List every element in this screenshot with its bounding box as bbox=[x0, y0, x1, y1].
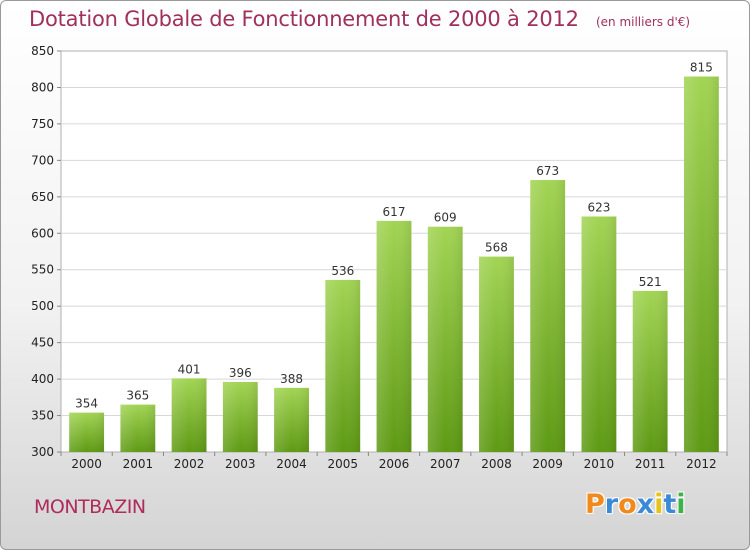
x-tick-label: 2011 bbox=[635, 457, 666, 471]
y-tick-label: 800 bbox=[31, 80, 54, 94]
bar-value-label: 609 bbox=[434, 211, 457, 225]
y-tick-label: 850 bbox=[31, 44, 54, 58]
logo-letter: o bbox=[618, 489, 637, 520]
bar-value-label: 815 bbox=[690, 61, 713, 75]
bars: 354 365 401 396 388 536 617 609 568 673 623 521 815 bbox=[69, 61, 719, 453]
bar-shade bbox=[479, 256, 514, 452]
x-tick-label: 2006 bbox=[379, 457, 410, 471]
y-tick-label: 300 bbox=[31, 445, 54, 459]
y-tick-label: 450 bbox=[31, 336, 54, 350]
x-tick-label: 2002 bbox=[174, 457, 205, 471]
bar-value-label: 617 bbox=[383, 205, 406, 219]
chart-title: Dotation Globale de Fonctionnement de 20… bbox=[29, 7, 579, 31]
y-tick-label: 700 bbox=[31, 153, 54, 167]
bar-shade bbox=[530, 180, 566, 453]
town-name: MONTBAZIN bbox=[34, 496, 146, 518]
bar-value-label: 673 bbox=[536, 164, 559, 178]
y-tick-label: 550 bbox=[31, 263, 54, 277]
bar-shade bbox=[171, 378, 207, 452]
bar-shade bbox=[376, 220, 412, 452]
bar-value-label: 396 bbox=[229, 366, 252, 380]
bar-value-label: 521 bbox=[639, 275, 662, 289]
x-tick-label: 2007 bbox=[430, 457, 461, 471]
title-row: Dotation Globale de Fonctionnement de 20… bbox=[29, 7, 690, 31]
bar-shade bbox=[325, 279, 361, 452]
bar-shade bbox=[427, 226, 463, 452]
x-tick-label: 2005 bbox=[327, 457, 358, 471]
logo-letter: i bbox=[676, 489, 686, 520]
x-tick-label: 2008 bbox=[481, 457, 512, 471]
y-tick-label: 650 bbox=[31, 190, 54, 204]
y-tick-label: 750 bbox=[31, 117, 54, 131]
x-tick-label: 2009 bbox=[532, 457, 563, 471]
proxiti-logo[interactable]: Proxiti bbox=[585, 489, 686, 520]
x-tick-label: 2003 bbox=[225, 457, 256, 471]
bar-value-label: 568 bbox=[485, 241, 508, 255]
bar-shade bbox=[120, 404, 156, 452]
bar-value-label: 623 bbox=[587, 201, 610, 215]
x-tick-label: 2010 bbox=[584, 457, 615, 471]
logo-letter: x bbox=[636, 489, 655, 520]
bar-value-label: 365 bbox=[126, 389, 149, 403]
x-tick-label: 2001 bbox=[123, 457, 154, 471]
y-tick-label: 400 bbox=[31, 372, 54, 386]
x-tick-label: 2004 bbox=[276, 457, 307, 471]
bar-shade bbox=[69, 412, 105, 452]
bar-shade bbox=[581, 216, 617, 452]
y-tick-label: 600 bbox=[31, 226, 54, 240]
x-tick-label: 2012 bbox=[686, 457, 717, 471]
bar-shade bbox=[632, 290, 668, 452]
y-tick-label: 500 bbox=[31, 299, 54, 313]
bar-value-label: 388 bbox=[280, 372, 303, 386]
bar-value-label: 536 bbox=[331, 264, 354, 278]
x-axis: 2000 2001 2002 2003 2004 2005 2006 2007 2008 2009… bbox=[60, 452, 728, 471]
bar-shade bbox=[683, 76, 719, 452]
bar-value-label: 401 bbox=[178, 362, 201, 376]
logo-letter: P bbox=[585, 489, 605, 520]
y-tick-label: 350 bbox=[31, 409, 54, 423]
chart-unit: (en milliers d'€) bbox=[595, 15, 691, 29]
bar-shade bbox=[274, 387, 309, 452]
logo-letter: i bbox=[654, 489, 664, 520]
bar-value-label: 354 bbox=[75, 397, 98, 411]
y-axis: 300 350 400 450 500 550 600 650 700 750 800 850 bbox=[31, 44, 61, 459]
bar-shade bbox=[222, 382, 258, 452]
x-tick-label: 2000 bbox=[71, 457, 102, 471]
logo-letter: t bbox=[663, 489, 677, 520]
logo-letter: r bbox=[604, 489, 619, 520]
